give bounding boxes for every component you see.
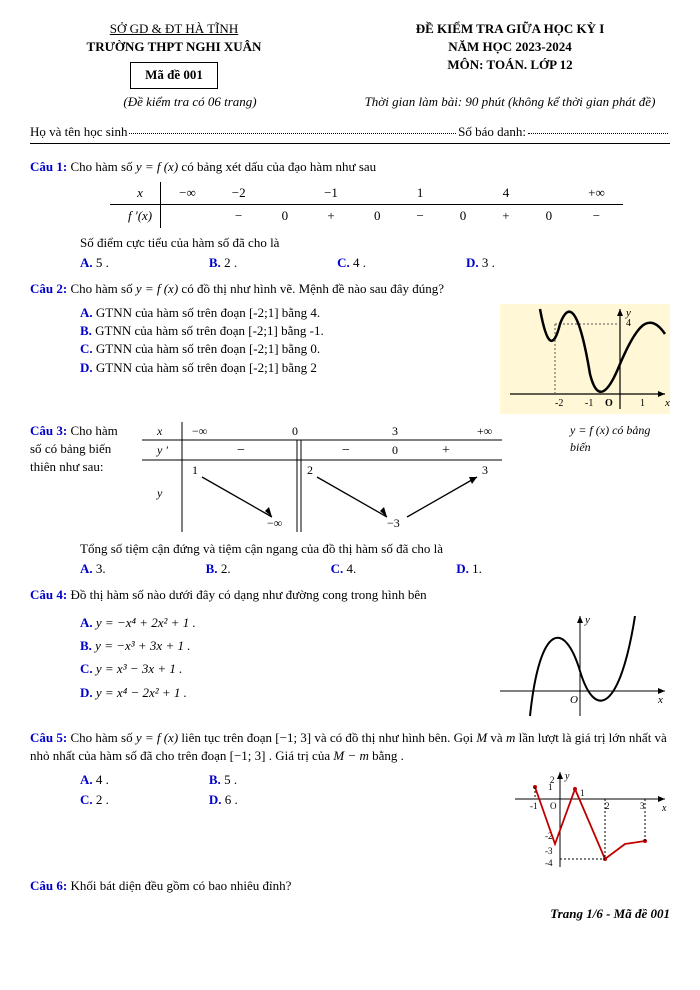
svg-text:1: 1	[580, 788, 585, 798]
q1-sign-table: x −∞ −2 −1 1 4 +∞ f ′(x) − 0 + 0 − 0 + 0…	[110, 182, 623, 227]
question-1: Câu 1: Cho hàm số y = f (x) có bảng xét …	[30, 158, 670, 272]
q4-label: Câu 4:	[30, 587, 67, 602]
question-2: Câu 2: Cho hàm số y = f (x) có đồ thị nh…	[30, 280, 670, 414]
q1-sub: Số điểm cực tiểu của hàm số đã cho là	[80, 234, 670, 252]
header: SỞ GD & ĐT HÀ TĨNH TRƯỜNG THPT NGHI XUÂN…	[30, 20, 670, 89]
q5-fx: y = f (x)	[136, 730, 178, 745]
svg-text:−∞: −∞	[192, 424, 207, 438]
id-label: Số báo danh:	[458, 123, 526, 141]
q3-variation-table: x y ′ y −∞ 0 3 +∞ − − 0 + 1 2 3 −∞ −3	[142, 422, 502, 532]
exam-title: ĐỀ KIỂM TRA GIỮA HỌC KỲ I	[350, 20, 670, 38]
svg-text:-1: -1	[585, 398, 593, 409]
name-dots	[129, 123, 456, 134]
question-5: Câu 5: Cho hàm số y = f (x) liên tục trê…	[30, 729, 670, 869]
svg-text:−: −	[342, 443, 350, 458]
q6-label: Câu 6:	[30, 878, 67, 893]
student-line: Họ và tên học sinh Số báo danh:	[30, 123, 670, 144]
q4-graph: x y O	[490, 611, 670, 721]
svg-text:y: y	[564, 771, 570, 782]
svg-text:+∞: +∞	[477, 424, 492, 438]
svg-text:1: 1	[192, 463, 198, 477]
exam-subject: MÔN: TOÁN. LỚP 12	[350, 56, 670, 74]
q3-fx-note: y = f (x) có bảng biến	[570, 422, 670, 456]
q3-sub: Tổng số tiệm cận đứng và tiệm cận ngang …	[80, 540, 670, 558]
svg-text:y: y	[156, 486, 163, 500]
svg-text:4: 4	[626, 318, 631, 329]
svg-text:+: +	[442, 443, 450, 458]
svg-text:−3: −3	[387, 516, 400, 530]
id-dots	[528, 123, 668, 134]
q5-text-a: Cho hàm số	[70, 730, 135, 745]
svg-text:-1: -1	[530, 801, 538, 811]
svg-text:x: x	[657, 694, 663, 706]
header-left: SỞ GD & ĐT HÀ TĨNH TRƯỜNG THPT NGHI XUÂN…	[30, 20, 318, 89]
q4-options: A. y = −x⁴ + 2x² + 1 . B. y = −x³ + 3x +…	[80, 611, 478, 705]
page-footer: Trang 1/6 - Mã đề 001	[30, 905, 670, 923]
ministry: SỞ GD & ĐT HÀ TĨNH	[30, 20, 318, 38]
q3-choices: A. 3. B. 2. C. 4. D. 1.	[80, 560, 670, 578]
svg-text:1: 1	[640, 398, 645, 409]
svg-text:O: O	[605, 398, 613, 409]
svg-text:1: 1	[548, 782, 553, 792]
svg-text:x: x	[661, 803, 667, 814]
svg-text:y ′: y ′	[156, 443, 168, 457]
q5-m: m	[506, 730, 515, 745]
exam-code-box: Mã đề 001	[130, 62, 218, 88]
q4-text: Đồ thị hàm số nào dưới đây có dạng như đ…	[70, 587, 426, 602]
q3-label: Câu 3:	[30, 423, 67, 438]
q5-graph: x y O -1 1 2 3 2 1 -2 -3 -4	[510, 769, 670, 869]
q5-options: A. 4 . B. 5 . C. 2 . D. 6 .	[80, 769, 498, 809]
svg-text:3: 3	[392, 424, 398, 438]
q2-options: A. GTNN của hàm số trên đoạn [-2;1] bằng…	[80, 304, 488, 377]
question-3: Câu 3: Cho hàm số có bảng biến thiên như…	[30, 422, 670, 578]
q2-fx: y = f (x)	[136, 281, 178, 296]
svg-text:0: 0	[392, 443, 398, 457]
q1-fx: y = f (x)	[136, 159, 178, 174]
svg-text:−∞: −∞	[267, 516, 282, 530]
exam-year: NĂM HỌC 2023-2024	[350, 38, 670, 56]
svg-text:O: O	[550, 801, 557, 811]
student-name-label: Họ và tên học sinh	[30, 123, 127, 141]
q2-text-b: có đồ thị như hình vẽ. Mệnh đề nào sau đ…	[181, 281, 444, 296]
svg-text:-4: -4	[545, 858, 553, 868]
q5-text-b: liên tục trên đoạn [−1; 3] và có đồ thị …	[181, 730, 476, 745]
q2-text-a: Cho hàm số	[70, 281, 135, 296]
svg-text:O: O	[570, 694, 578, 706]
school: TRƯỜNG THPT NGHI XUÂN	[30, 38, 318, 56]
subheader: (Đề kiểm tra có 06 trang) Thời gian làm …	[30, 93, 670, 111]
svg-text:0: 0	[292, 424, 298, 438]
q6-text: Khối bát diện đều gồm có bao nhiêu đỉnh?	[70, 878, 291, 893]
svg-text:2: 2	[605, 801, 610, 811]
q1-text-b: có bảng xét dấu của đạo hàm như sau	[181, 159, 376, 174]
svg-text:2: 2	[307, 463, 313, 477]
svg-text:3: 3	[482, 463, 488, 477]
question-4: Câu 4: Đồ thị hàm số nào dưới đây có dạn…	[30, 586, 670, 720]
q5-Mm: M − m	[333, 748, 369, 763]
svg-text:−: −	[237, 443, 245, 458]
svg-text:y: y	[584, 614, 590, 626]
time-note: Thời gian làm bài: 90 phút (không kể thờ…	[350, 93, 670, 111]
question-6: Câu 6: Khối bát diện đều gồm có bao nhiê…	[30, 877, 670, 895]
q1-choices: A. 5 . B. 2 . C. 4 . D. 3 .	[80, 254, 670, 272]
q2-graph: x y -2 -1 O 1 4	[500, 304, 670, 414]
q5-text-c: và	[490, 730, 506, 745]
q5-M: M	[476, 730, 487, 745]
svg-text:3: 3	[640, 801, 645, 811]
q1-label: Câu 1:	[30, 159, 67, 174]
pages-note: (Đề kiểm tra có 06 trang)	[30, 93, 350, 111]
header-right: ĐỀ KIỂM TRA GIỮA HỌC KỲ I NĂM HỌC 2023-2…	[350, 20, 670, 89]
q2-label: Câu 2:	[30, 281, 67, 296]
q1-text-a: Cho hàm số	[70, 159, 135, 174]
svg-text:-3: -3	[545, 846, 553, 856]
svg-text:x: x	[664, 397, 670, 409]
q5-text-e: bằng .	[372, 748, 404, 763]
svg-text:x: x	[156, 424, 163, 438]
svg-text:-2: -2	[555, 398, 563, 409]
q5-label: Câu 5:	[30, 730, 67, 745]
